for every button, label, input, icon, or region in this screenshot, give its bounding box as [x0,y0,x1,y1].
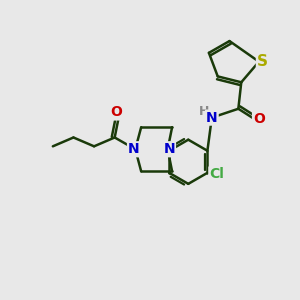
Text: H: H [199,105,210,118]
Text: O: O [253,112,265,126]
Text: N: N [163,142,175,156]
Text: N: N [128,142,140,156]
Text: Cl: Cl [209,167,224,181]
Text: S: S [257,54,268,69]
Text: N: N [206,111,218,124]
Text: O: O [110,106,122,119]
